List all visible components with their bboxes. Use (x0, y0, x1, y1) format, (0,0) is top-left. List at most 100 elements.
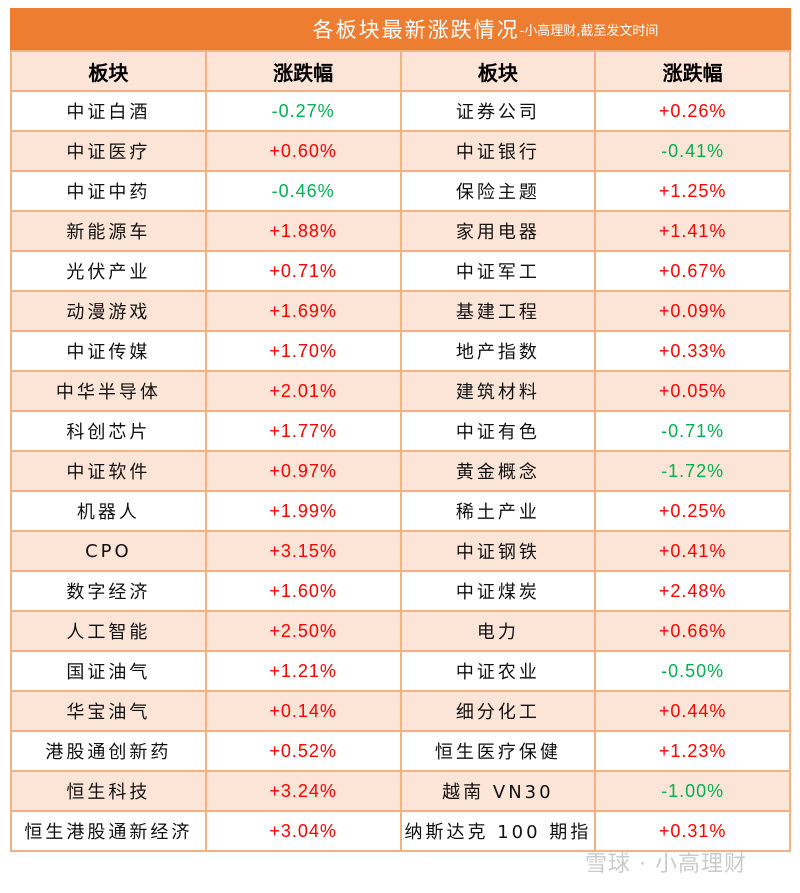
header-sector-right: 板块 (399, 50, 597, 92)
change-cell: +0.60% (204, 130, 402, 172)
table-row: 国证油气 +1.21% 中证农业 -0.50% (10, 650, 791, 692)
change-cell: -0.27% (204, 90, 402, 132)
change-cell: +2.50% (204, 610, 402, 652)
sector-name-cell: 国证油气 (10, 650, 207, 692)
change-cell: +0.66% (594, 610, 791, 652)
table-title: 各板块最新涨跌情况 (312, 18, 520, 42)
sector-name-cell: 恒生科技 (10, 770, 207, 812)
sector-name-cell: 建筑材料 (399, 370, 597, 412)
sector-table-container: 各板块最新涨跌情况 -小高理财,截至发文时间 板块 涨跌幅 板块 涨跌幅 中证白… (10, 8, 791, 852)
table-row: 中证中药 -0.46% 保险主题 +1.25% (10, 170, 791, 212)
sector-name-cell: CPO (10, 530, 207, 572)
change-cell: +0.67% (594, 250, 791, 292)
change-cell: +1.23% (594, 730, 791, 772)
change-cell: +3.24% (204, 770, 402, 812)
sector-change-table: 板块 涨跌幅 板块 涨跌幅 中证白酒 -0.27% 证券公司 +0.26% 中证医疗 +0… (10, 50, 791, 852)
sector-name-cell: 港股通创新药 (10, 730, 207, 772)
table-row: 科创芯片 +1.77% 中证有色 -0.71% (10, 410, 791, 452)
sector-name-cell: 中证煤炭 (399, 570, 597, 612)
change-cell: +0.52% (204, 730, 402, 772)
change-cell: -0.46% (204, 170, 402, 212)
header-sector-left: 板块 (10, 50, 207, 92)
change-cell: +0.05% (594, 370, 791, 412)
change-cell: +0.71% (204, 250, 402, 292)
table-row: 华宝油气 +0.14% 细分化工 +0.44% (10, 690, 791, 732)
header-row: 板块 涨跌幅 板块 涨跌幅 (10, 50, 791, 92)
sector-name-cell: 中证白酒 (10, 90, 207, 132)
sector-name-cell: 证券公司 (399, 90, 597, 132)
change-cell: +1.77% (204, 410, 402, 452)
table-subtitle: -小高理财,截至发文时间 (519, 23, 659, 39)
sector-name-cell: 中证农业 (399, 650, 597, 692)
change-cell: +0.44% (594, 690, 791, 732)
sector-name-cell: 动漫游戏 (10, 290, 207, 332)
sector-name-cell: 中证银行 (399, 130, 597, 172)
sector-name-cell: 家用电器 (399, 210, 597, 252)
table-row: 动漫游戏 +1.69% 基建工程 +0.09% (10, 290, 791, 332)
sector-name-cell: 中华半导体 (10, 370, 207, 412)
change-cell: +1.99% (204, 490, 402, 532)
change-cell: +0.33% (594, 330, 791, 372)
change-cell: +0.25% (594, 490, 791, 532)
change-cell: +1.88% (204, 210, 402, 252)
table-row: 光伏产业 +0.71% 中证军工 +0.67% (10, 250, 791, 292)
title-bar: 各板块最新涨跌情况 -小高理财,截至发文时间 (10, 8, 791, 50)
sector-name-cell: 电力 (399, 610, 597, 652)
change-cell: +0.14% (204, 690, 402, 732)
change-cell: +1.25% (594, 170, 791, 212)
change-cell: +3.04% (204, 810, 402, 852)
sector-name-cell: 中证军工 (399, 250, 597, 292)
table-row: 中证医疗 +0.60% 中证银行 -0.41% (10, 130, 791, 172)
sector-name-cell: 保险主题 (399, 170, 597, 212)
change-cell: -0.71% (594, 410, 791, 452)
sector-name-cell: 新能源车 (10, 210, 207, 252)
change-cell: +0.09% (594, 290, 791, 332)
sector-name-cell: 机器人 (10, 490, 207, 532)
change-cell: +0.31% (594, 810, 791, 852)
change-cell: +1.41% (594, 210, 791, 252)
table-row: 机器人 +1.99% 稀土产业 +0.25% (10, 490, 791, 532)
change-cell: -1.72% (594, 450, 791, 492)
sector-name-cell: 数字经济 (10, 570, 207, 612)
sector-name-cell: 中证有色 (399, 410, 597, 452)
sector-name-cell: 中证钢铁 (399, 530, 597, 572)
change-cell: -1.00% (594, 770, 791, 812)
change-cell: -0.41% (594, 130, 791, 172)
change-cell: +1.60% (204, 570, 402, 612)
sector-name-cell: 基建工程 (399, 290, 597, 332)
change-cell: +1.69% (204, 290, 402, 332)
sector-name-cell: 科创芯片 (10, 410, 207, 452)
sector-name-cell: 人工智能 (10, 610, 207, 652)
sector-name-cell: 纳斯达克 100 期指 (399, 810, 597, 852)
sector-name-cell: 中证医疗 (10, 130, 207, 172)
change-cell: +1.70% (204, 330, 402, 372)
table-row: 中华半导体 +2.01% 建筑材料 +0.05% (10, 370, 791, 412)
sector-name-cell: 中证中药 (10, 170, 207, 212)
change-cell: +0.41% (594, 530, 791, 572)
table-row: CPO +3.15% 中证钢铁 +0.41% (10, 530, 791, 572)
sector-name-cell: 光伏产业 (10, 250, 207, 292)
table-row: 新能源车 +1.88% 家用电器 +1.41% (10, 210, 791, 252)
sector-name-cell: 恒生医疗保健 (399, 730, 597, 772)
table-row: 恒生港股通新经济 +3.04% 纳斯达克 100 期指 +0.31% (10, 810, 791, 852)
sector-name-cell: 黄金概念 (399, 450, 597, 492)
change-cell: +2.48% (594, 570, 791, 612)
sector-name-cell: 细分化工 (399, 690, 597, 732)
change-cell: +2.01% (204, 370, 402, 412)
change-cell: +0.97% (204, 450, 402, 492)
sector-name-cell: 越南 VN30 (399, 770, 597, 812)
table-body: 中证白酒 -0.27% 证券公司 +0.26% 中证医疗 +0.60% 中证银行 -0.41%… (10, 90, 791, 852)
change-cell: +3.15% (204, 530, 402, 572)
table-row: 中证白酒 -0.27% 证券公司 +0.26% (10, 90, 791, 132)
change-cell: +1.21% (204, 650, 402, 692)
sector-name-cell: 中证软件 (10, 450, 207, 492)
sector-name-cell: 中证传媒 (10, 330, 207, 372)
header-change-right: 涨跌幅 (594, 50, 791, 92)
table-row: 人工智能 +2.50% 电力 +0.66% (10, 610, 791, 652)
sector-name-cell: 华宝油气 (10, 690, 207, 732)
sector-name-cell: 恒生港股通新经济 (10, 810, 207, 852)
sector-name-cell: 地产指数 (399, 330, 597, 372)
table-row: 恒生科技 +3.24% 越南 VN30 -1.00% (10, 770, 791, 812)
table-row: 港股通创新药 +0.52% 恒生医疗保健 +1.23% (10, 730, 791, 772)
change-cell: -0.50% (594, 650, 791, 692)
